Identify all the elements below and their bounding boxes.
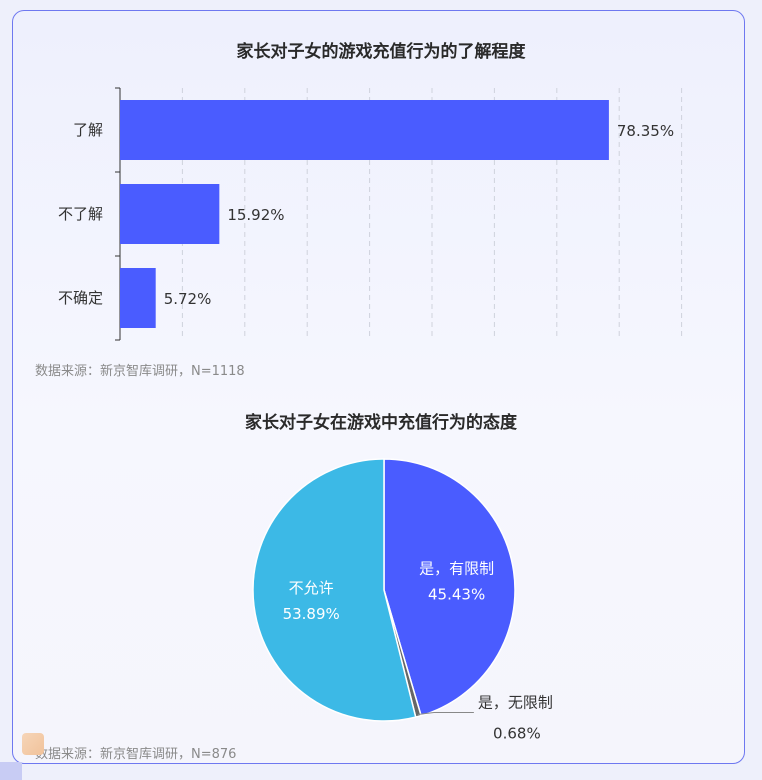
bar-chart-source: 数据来源：新京智库调研，N=1118: [35, 364, 245, 379]
pie-slices: [252, 458, 516, 722]
pie-leader-line: [417, 711, 474, 715]
pie-slice-value: 53.89%: [283, 605, 340, 623]
pie-slice-label: 是，无限制: [478, 693, 553, 711]
pie-slice: [252, 458, 417, 722]
pie-labels: 是，有限制 45.43% 是，无限制 0.68% 不允许 53.89%: [283, 560, 553, 743]
bar-chart-title: 家长对子女的游戏充值行为的了解程度: [236, 42, 526, 62]
bar: [120, 184, 220, 244]
bar: [120, 268, 156, 328]
bar-category-label: 不了解: [58, 205, 103, 223]
pie-slice-value: 45.43%: [428, 586, 485, 604]
bar-value-label: 78.35%: [617, 122, 674, 140]
pie-slice-label: 不允许: [289, 579, 334, 597]
pie-chart-title: 家长对子女在游戏中充值行为的态度: [245, 413, 517, 433]
bar: [120, 100, 609, 160]
bar-axis-ticks: [115, 87, 120, 341]
bar-category-label: 不确定: [58, 289, 103, 307]
pie-slice-value: 0.68%: [493, 724, 541, 742]
bar-value-label: 15.92%: [227, 206, 284, 224]
bar-value-label: 5.72%: [164, 290, 212, 308]
corner-decoration: [22, 733, 44, 755]
pie-slice-label: 是，有限制: [419, 560, 494, 578]
corner-decoration-2: [0, 762, 22, 780]
bar-marks: 了解 78.35% 不了解 15.92% 不确定 5.72%: [58, 100, 674, 328]
bar-category-label: 了解: [73, 121, 103, 139]
pie-chart-source: 数据来源：新京智库调研，N=876: [35, 747, 237, 762]
pie-slice: [383, 458, 516, 717]
